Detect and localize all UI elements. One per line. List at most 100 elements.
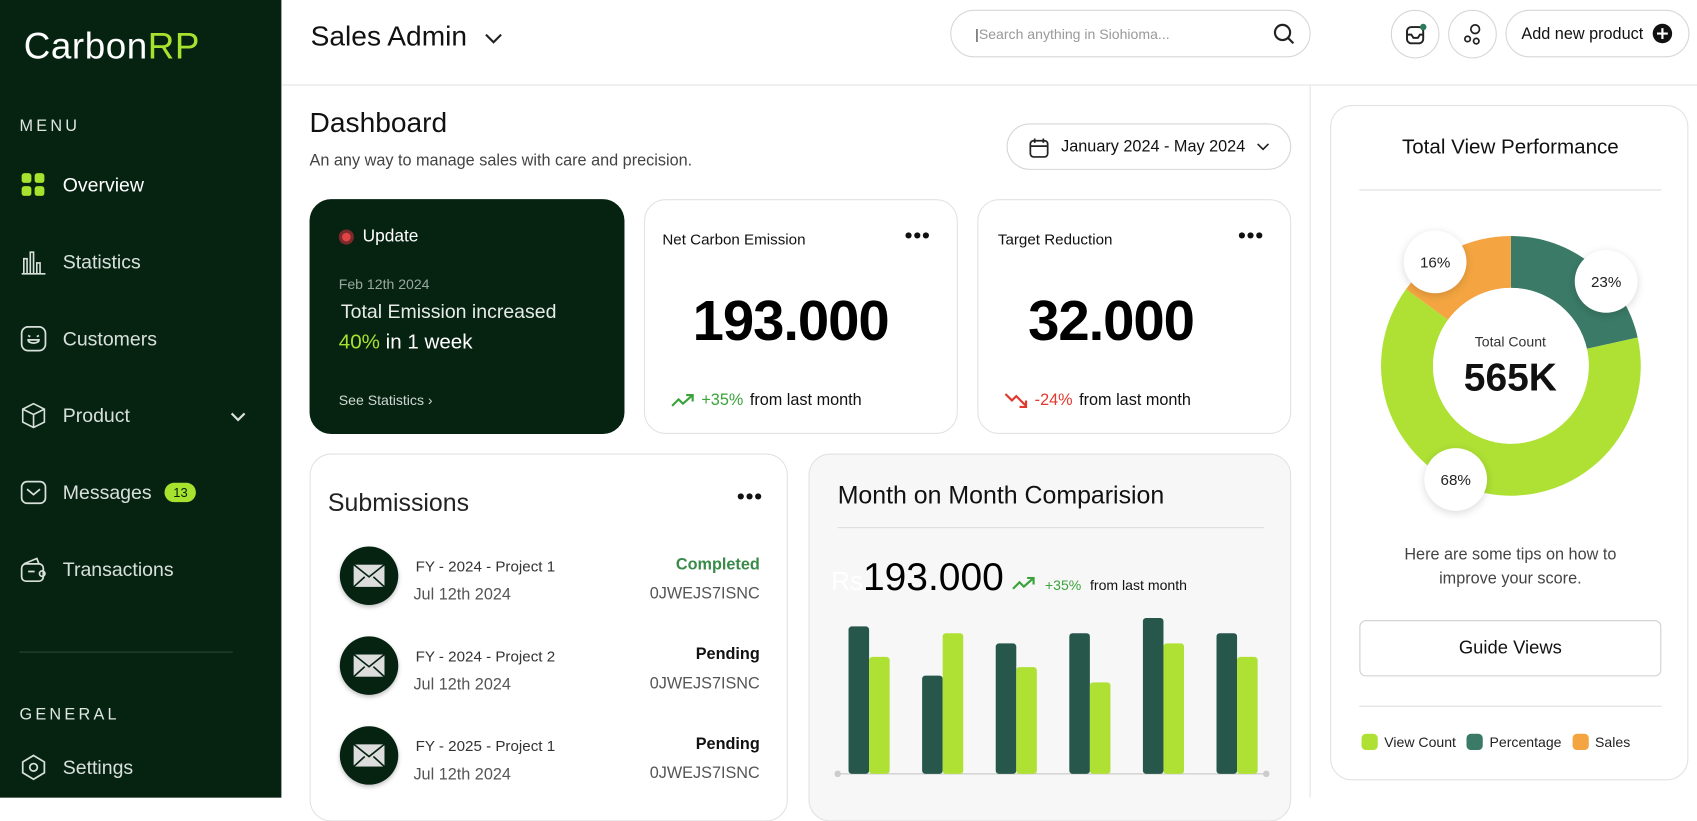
sidebar-item-label: Product [62, 404, 130, 426]
bar [1069, 633, 1090, 774]
trend-up-icon [671, 393, 694, 407]
performance-card: Total View Performance Total Count 565K … [1330, 104, 1689, 781]
menu-label: MENU [19, 116, 81, 136]
envelope-icon [339, 636, 399, 695]
bar [1142, 617, 1164, 774]
inbox-button[interactable] [1390, 9, 1440, 59]
submission-row[interactable]: FY - 2024 - Project 1 Jul 12th 2024 Comp… [339, 546, 762, 612]
submission-date: Jul 12th 2024 [413, 585, 511, 604]
comparison-value: Rs 193.000 +35% from last month [831, 554, 1187, 599]
tips-text: Here are some tips on how to improve you… [1404, 545, 1617, 588]
net-carbon-card: Net Carbon Emission ••• 193.000 +35% from… [643, 199, 958, 435]
legend-percentage: Percentage [1466, 733, 1561, 751]
submission-code: 0JWEJS7ISNC [649, 764, 760, 783]
sidebar-item-product[interactable]: Product [19, 399, 246, 431]
sidebar-item-statistics[interactable]: Statistics [19, 246, 141, 278]
card-value: 193.000 [692, 290, 890, 353]
smiley-icon [19, 325, 47, 353]
grid-icon [19, 171, 47, 199]
submission-status: Pending [695, 645, 760, 664]
envelope-icon [339, 726, 399, 785]
submission-name: FY - 2024 - Project 2 [415, 647, 556, 665]
sidebar-item-label: Settings [62, 755, 134, 778]
workspace-switcher[interactable]: Sales Admin [311, 19, 503, 53]
sidebar-item-settings[interactable]: Settings [19, 751, 133, 783]
card-title: Target Reduction [997, 230, 1113, 248]
axis-end [1263, 770, 1270, 778]
submission-name: FY - 2025 - Project 1 [415, 737, 556, 755]
search-placeholder: Search anything in Siohioma... [978, 25, 1170, 42]
sidebar: CarbonRP MENU Overview Statistics Custom… [0, 0, 282, 798]
general-label: GENERAL [19, 705, 120, 725]
divider [1359, 189, 1662, 191]
donut-slice-view-count [1381, 289, 1641, 496]
sidebar-item-label: Customers [62, 327, 157, 350]
bar [1216, 633, 1238, 774]
update-card: Update Feb 12th 2024 Total Emission incr… [309, 199, 625, 435]
sidebar-item-overview[interactable]: Overview [19, 169, 144, 201]
submission-code: 0JWEJS7ISNC [649, 584, 760, 603]
date-range-picker[interactable]: January 2024 - May 2024 [1006, 123, 1292, 170]
wallet-icon [19, 555, 47, 583]
submission-status: Completed [675, 555, 760, 574]
bar [995, 643, 1017, 774]
sidebar-item-label: Statistics [62, 250, 141, 273]
search-input[interactable]: |Search anything in Siohioma... [950, 9, 1311, 58]
add-new-product-button[interactable]: Add new product [1505, 9, 1690, 58]
sidebar-item-label: Overview [62, 173, 144, 196]
donut-center-label: Total Count [1474, 333, 1546, 350]
see-statistics-link[interactable]: See Statistics › [338, 391, 433, 409]
card-change: +35% from last month [671, 391, 862, 409]
sidebar-item-customers[interactable]: Customers [19, 323, 157, 355]
sidebar-item-transactions[interactable]: Transactions [19, 553, 174, 585]
sidebar-divider [19, 651, 233, 653]
bar-chart-icon [19, 248, 47, 276]
sidebar-item-label: Transactions [62, 557, 174, 580]
submission-code: 0JWEJS7ISNC [649, 674, 760, 693]
submission-row[interactable]: FY - 2025 - Project 1 Jul 12th 2024 Pend… [339, 726, 762, 791]
bar [848, 626, 870, 774]
comparison-bar-chart [834, 617, 1270, 778]
panel-divider [1309, 85, 1311, 798]
more-options-icon[interactable]: ••• [737, 484, 764, 509]
sidebar-item-label: Messages [62, 481, 152, 503]
chevron-down-icon[interactable] [229, 404, 246, 427]
chevron-down-icon [484, 33, 502, 44]
axis-end [834, 770, 841, 778]
target-reduction-card: Target Reduction ••• 32.000 -24% from las… [977, 199, 1292, 435]
update-date: Feb 12th 2024 [338, 275, 430, 293]
calendar-icon [1029, 137, 1050, 158]
guide-views-button[interactable]: Guide Views [1359, 620, 1662, 677]
submission-date: Jul 12th 2024 [413, 765, 511, 784]
card-value: 32.000 [1028, 290, 1195, 353]
logo: CarbonRP [23, 25, 200, 68]
legend-view-count: View Count [1361, 733, 1456, 751]
page-title: Dashboard [309, 106, 448, 139]
search-icon[interactable] [1273, 23, 1295, 45]
legend-sales: Sales [1572, 733, 1630, 751]
bar [942, 633, 964, 774]
sidebar-item-messages[interactable]: Messages 13 [19, 476, 197, 508]
pct-label-percentage: 23% [1574, 250, 1638, 313]
pct-label-sales: 16% [1403, 230, 1467, 294]
bar [922, 675, 943, 774]
alert-dot-icon [338, 229, 354, 245]
messages-badge: 13 [164, 482, 197, 503]
envelope-icon [339, 546, 399, 606]
more-options-icon[interactable]: ••• [904, 224, 931, 248]
submission-name: FY - 2024 - Project 1 [415, 557, 556, 575]
update-line2: 40% in 1 week [338, 331, 473, 354]
comparison-title: Month on Month Comparision [837, 480, 1165, 509]
submission-row[interactable]: FY - 2024 - Project 2 Jul 12th 2024 Pend… [339, 636, 762, 701]
divider [1359, 705, 1662, 707]
performance-title: Total View Performance [1401, 136, 1619, 160]
bar [869, 656, 890, 774]
settings-icon [19, 753, 47, 781]
mail-icon [19, 478, 47, 506]
more-options-icon[interactable]: ••• [1238, 224, 1265, 248]
apps-button[interactable] [1448, 9, 1497, 59]
header: Sales Admin |Search anything in Siohioma… [281, 0, 1697, 86]
update-line1: Total Emission increased [340, 300, 557, 323]
bubbles-icon [1463, 23, 1480, 45]
bar [1016, 667, 1037, 774]
